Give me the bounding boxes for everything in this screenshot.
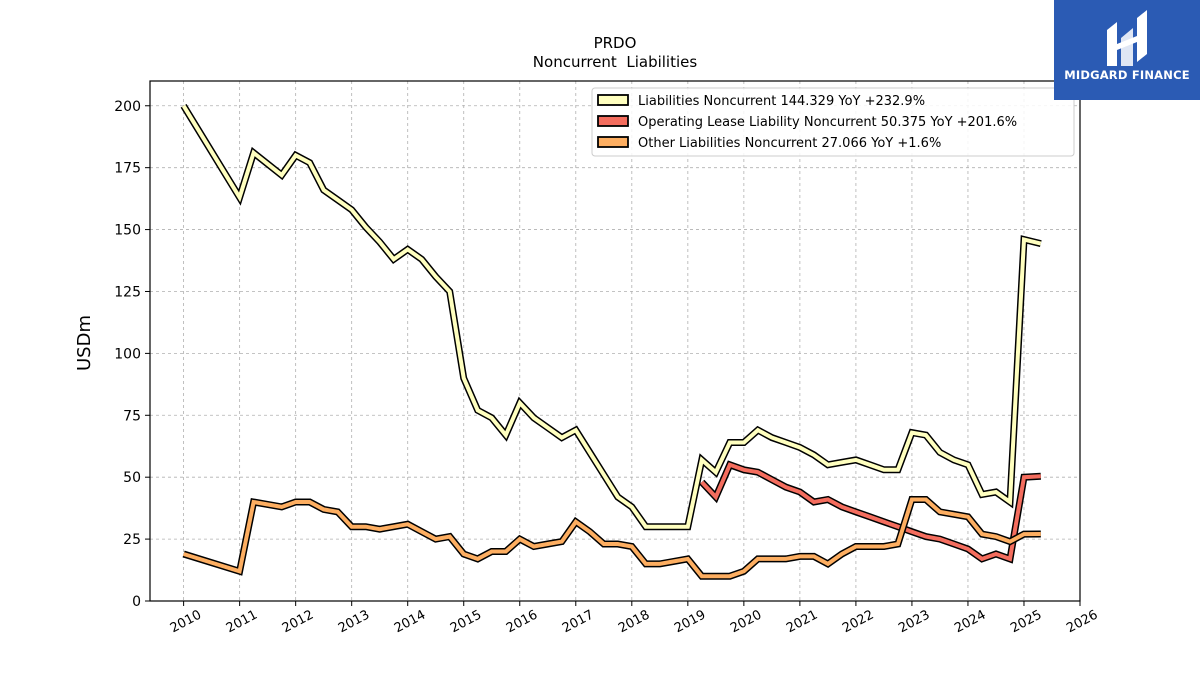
x-tick-label: 2013 (336, 608, 372, 637)
series-line (183, 497, 1041, 579)
axis-ticks: 0 25 50 75 100 125 150 175 200 2010 2011 2012 2013 20… (114, 99, 1100, 637)
y-tick-label: 25 (123, 532, 141, 548)
x-tick-label: 2026 (1064, 608, 1100, 637)
legend-swatch (597, 94, 629, 106)
legend-label: Operating Lease Liability Noncurrent 50.… (638, 115, 1017, 130)
legend-swatch (597, 136, 629, 148)
series-line (181, 104, 1042, 529)
y-tick-label: 75 (123, 408, 141, 424)
x-tick-label: 2025 (1008, 608, 1044, 637)
midgard-logo-icon (1107, 10, 1147, 66)
plot-area-frame (149, 80, 1081, 602)
legend: Liabilities Noncurrent 144.329 YoY +232.… (591, 87, 1075, 157)
y-tick-label: 50 (123, 470, 141, 486)
x-tick-label: 2021 (784, 608, 820, 637)
brand-logo: MIDGARD FINANCE (1054, 0, 1200, 100)
brand-name: MIDGARD FINANCE (1064, 68, 1190, 82)
x-tick-label: 2016 (504, 608, 540, 637)
legend-label: Liabilities Noncurrent 144.329 YoY +232.… (638, 94, 925, 109)
x-tick-label: 2023 (896, 608, 932, 637)
x-tick-label: 2020 (728, 608, 764, 637)
x-tick-label: 2012 (280, 608, 316, 637)
x-tick-label: 2011 (224, 608, 260, 637)
legend-swatch (597, 115, 629, 127)
y-tick-label: 0 (132, 594, 141, 610)
series-line (700, 462, 1041, 562)
x-tick-label: 2014 (392, 608, 428, 637)
legend-label: Other Liabilities Noncurrent 27.066 YoY … (638, 136, 941, 151)
y-tick-label: 125 (114, 284, 141, 300)
x-tick-label: 2022 (840, 608, 876, 637)
x-tick-label: 2018 (616, 608, 652, 637)
y-tick-label: 175 (114, 161, 141, 177)
series-liabilities-noncurrent (180, 103, 1042, 531)
chart-title: PRDO (594, 34, 637, 52)
x-tick-label: 2024 (952, 608, 988, 637)
x-tick-label: 2017 (560, 608, 596, 637)
series-operating-lease-liability-noncurrent (699, 460, 1041, 564)
y-axis-label: USDm (74, 315, 95, 371)
y-tick-label: 150 (114, 223, 141, 239)
chart-subtitle: Noncurrent Liabilities (533, 53, 698, 71)
legend-box (591, 87, 1075, 157)
x-tick-label: 2010 (168, 608, 204, 637)
series-layer (180, 103, 1042, 580)
x-tick-label: 2015 (448, 608, 484, 637)
x-tick-label: 2019 (672, 608, 708, 637)
series-other-liabilities-noncurrent (182, 496, 1041, 580)
y-tick-label: 200 (114, 99, 141, 115)
y-tick-label: 100 (114, 346, 141, 362)
